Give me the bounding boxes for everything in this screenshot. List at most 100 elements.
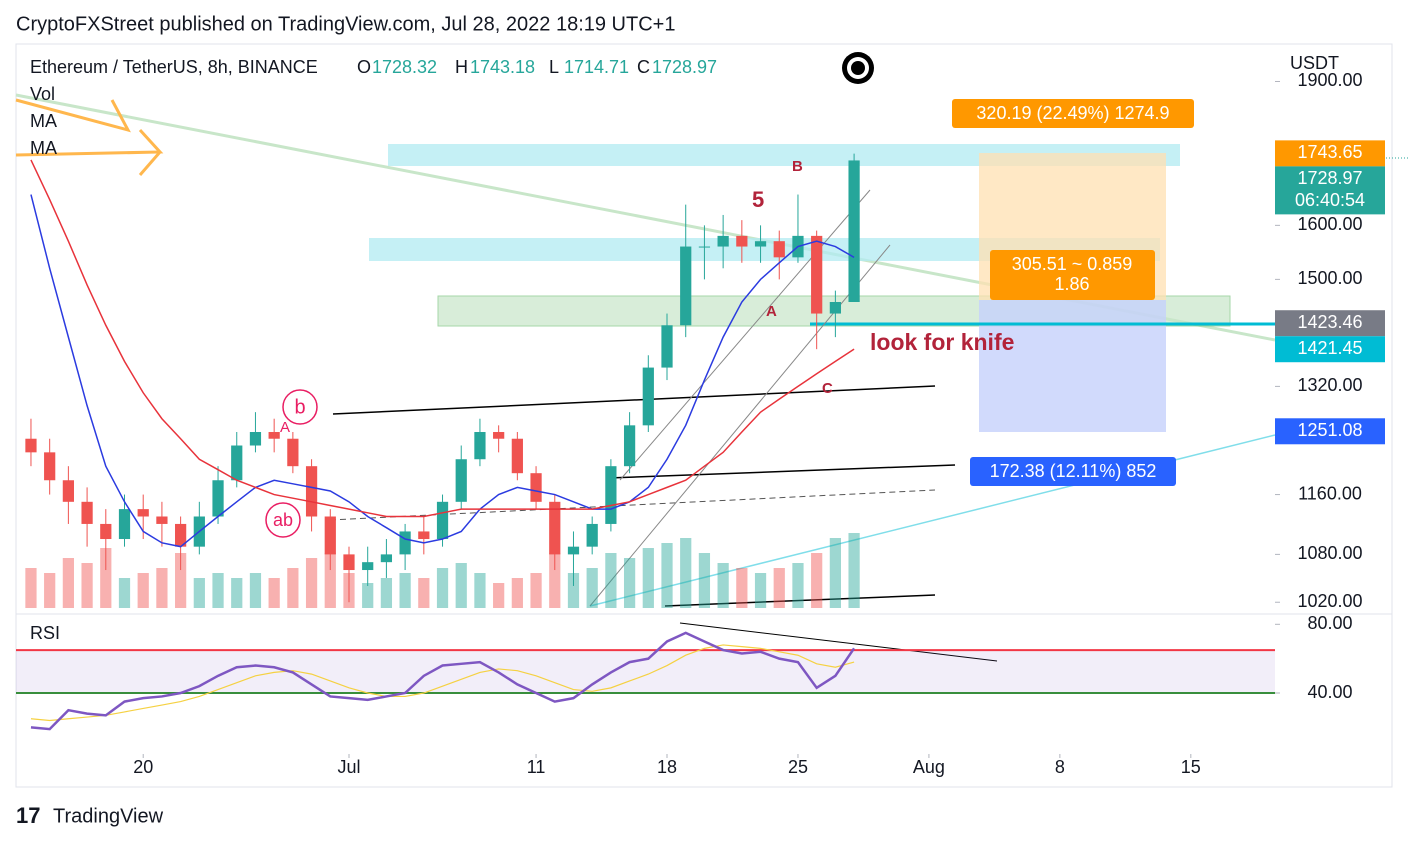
price-badge-label: 1251.08 [1297,420,1362,440]
candle-body [268,432,280,439]
x-tick-label: 8 [1055,757,1065,777]
volume-bar [773,568,785,608]
candle-body [212,480,224,517]
arrow [15,98,131,133]
candle-body [249,432,262,446]
range-badge [970,457,1176,486]
rsi-band-fill [16,650,1275,694]
candle-body [605,466,617,524]
volume-bar [362,583,374,608]
candle-body [530,473,542,502]
volume-bar [118,578,131,608]
wave-label: b [294,396,305,418]
range-label: 320.19 (22.49%) 1274.9 [976,103,1169,123]
candle-body [493,432,505,439]
price-badge [1275,310,1385,337]
volume-bar [829,538,841,608]
wave-label: A [766,303,777,320]
brand: TradingView [53,805,164,827]
volume-bar [549,553,561,608]
volume-bar [623,558,636,608]
volume-bar [848,533,860,608]
volume-bar [380,578,393,608]
x-tick-label: 18 [657,757,677,777]
price-badge-label: 1728.97 [1297,168,1362,188]
candle-body [436,501,449,540]
volume-bar [25,568,37,608]
volume-bar [44,573,56,608]
candle-body [773,241,785,258]
y-tick-label: 1320.00 [1297,375,1362,395]
candle-body [231,445,243,481]
candle-body [156,516,168,524]
ohlc-key: C [637,57,650,77]
x-tick-label: Jul [337,757,360,777]
volume-bar [100,548,112,608]
eye-icon [851,61,865,75]
volume-bar [81,563,93,608]
volume-bar [717,563,729,608]
volume-bar [811,553,823,608]
candle-body [25,438,37,453]
volume-bar [193,578,205,608]
candle-body [511,438,523,474]
volume-bar [418,578,430,608]
y-tick-label: 1080.00 [1297,543,1362,563]
currency: USDT [1290,53,1339,73]
candle-body [343,554,355,571]
wave-circle [282,389,318,425]
arrow [138,151,162,176]
indicator-label: Vol [30,84,55,104]
volume-bar [642,548,654,608]
ohlc-value: 1728.32 [372,57,437,77]
y-tick-label: 80.00 [1307,613,1352,633]
range-badge [952,99,1194,128]
volume-bar [493,583,505,608]
volume-bar [268,578,280,608]
volume-bar [698,553,711,608]
volume-bar [680,538,692,608]
volume-bar [455,563,467,608]
candle-body [717,235,729,247]
indicator-label: MA [30,138,57,158]
range-label: 172.38 (12.11%) 852 [990,461,1157,481]
candle-body [736,235,748,247]
indicator-label: MA [30,111,57,131]
y-tick-label: 1600.00 [1297,214,1362,234]
volume-bar [754,573,767,608]
volume-bar [175,553,187,608]
candle-body [362,562,374,571]
rsi-line [30,631,856,731]
ratio-label: 1.86 [1054,274,1089,294]
wave-label: B [792,158,803,175]
volume-bar [137,573,149,608]
candle-body [623,425,636,467]
candle-body [399,531,411,555]
chart-frame [15,43,1393,788]
volume-bar [399,573,411,608]
y-tick-label: 1160.00 [1298,483,1362,503]
price-badge [1275,140,1385,167]
candle-body [380,554,393,563]
wave-label: C [822,380,833,397]
header: CryptoFXStreet published on TradingView.… [16,13,675,35]
price-badge-label: 1743.65 [1297,142,1362,162]
channel-line [619,189,871,481]
volume-bar [530,573,542,608]
volume-bar [231,578,243,608]
ohlc-key: L [549,57,559,77]
ohlc-value: 1743.18 [470,57,535,77]
x-tick-label: Aug [913,757,945,777]
ohlc-value: 1714.71 [564,57,629,77]
candle-body [175,523,187,547]
candle-body [680,246,692,326]
volume-bar [474,573,486,608]
price-badge [1275,166,1385,215]
candle-body [418,531,430,540]
ohlc-key: H [455,57,468,77]
volume-bar [586,568,598,608]
volume-bar [305,558,318,608]
y-tick-label: 40.00 [1307,682,1352,702]
wave-label: 5 [752,187,764,212]
